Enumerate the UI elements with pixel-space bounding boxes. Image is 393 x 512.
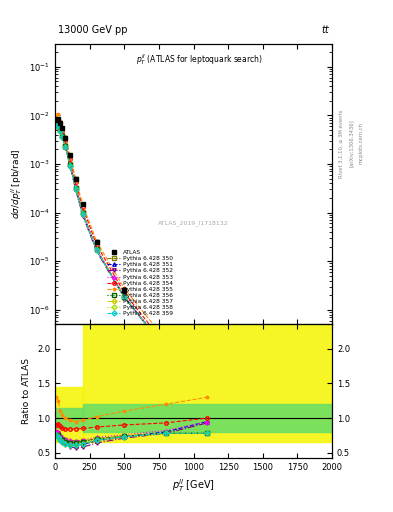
Text: $p_T^{ll}$ (ATLAS for leptoquark search): $p_T^{ll}$ (ATLAS for leptoquark search) — [136, 52, 263, 67]
Text: ATLAS_2019_I1718132: ATLAS_2019_I1718132 — [158, 221, 229, 226]
Legend: ATLAS, Pythia 6.428 350, Pythia 6.428 351, Pythia 6.428 352, Pythia 6.428 353, P: ATLAS, Pythia 6.428 350, Pythia 6.428 35… — [105, 248, 175, 319]
Text: [arXiv:1306.3436]: [arXiv:1306.3436] — [349, 119, 354, 167]
Text: Rivet 3.1.10, ≥ 3M events: Rivet 3.1.10, ≥ 3M events — [339, 109, 344, 178]
X-axis label: $p_T^{ll}$ [GeV]: $p_T^{ll}$ [GeV] — [172, 478, 215, 495]
Y-axis label: $d\sigma/dp_T^{ll}$ [pb/rad]: $d\sigma/dp_T^{ll}$ [pb/rad] — [9, 148, 24, 219]
Text: 13000 GeV pp: 13000 GeV pp — [58, 25, 127, 35]
Text: tt: tt — [321, 25, 329, 35]
Y-axis label: Ratio to ATLAS: Ratio to ATLAS — [22, 358, 31, 424]
Text: mcplots.cern.ch: mcplots.cern.ch — [358, 122, 364, 164]
